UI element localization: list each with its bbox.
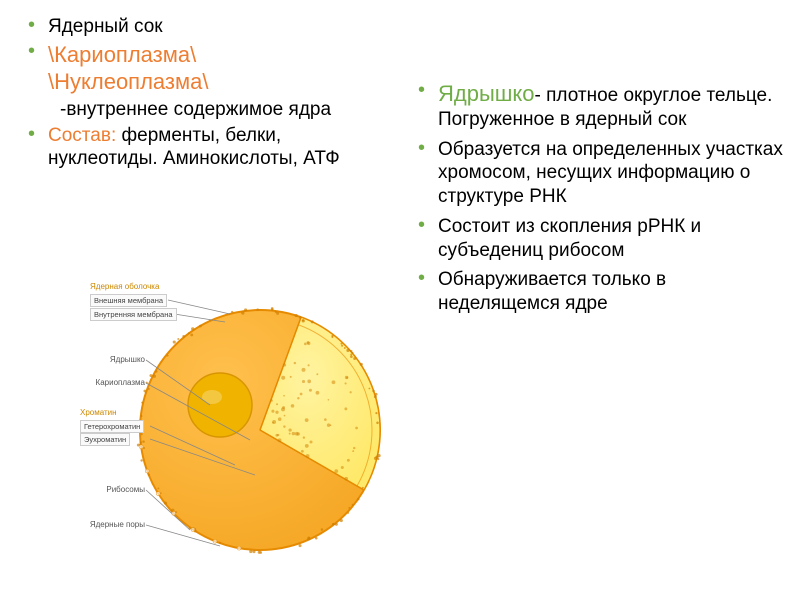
label-chromatin-title: Хроматин [80,408,117,417]
label-euchromatin: Эухроматин [80,433,130,446]
label-envelope-title: Ядерная оболочка [90,282,159,291]
label-outer-membrane: Внешняя мембрана [90,294,167,307]
left-item3: -внутреннее содержимое ядра [60,99,331,120]
label-ribosomes: Рибосомы [55,485,145,494]
right-b1-title: Ядрышко [438,81,535,106]
left-item4-label: Состав: [48,125,122,146]
label-pores: Ядерные поры [55,520,145,529]
label-karyoplasm: Кариоплазма [55,378,145,387]
nucleus-diagram: Ядерная оболочка Внешняя мембрана Внутре… [60,280,400,580]
right-b3: Состоит из скопления рРНК и субъедениц р… [438,216,701,261]
label-heterochromatin: Гетерохроматин [80,420,144,433]
label-inner-membrane: Внутренняя мембрана [90,308,177,321]
left-item1: Ядерный сок [48,16,163,37]
left-item2a: \Кариоплазма\ [48,42,196,67]
label-nucleolus: Ядрышко [55,355,145,364]
right-b2: Образуется на определенных участках хром… [438,139,783,208]
right-b4: Обнаруживается только в неделящемся ядре [438,269,666,314]
left-item2b: \Нуклеоплазма\ [48,69,208,94]
